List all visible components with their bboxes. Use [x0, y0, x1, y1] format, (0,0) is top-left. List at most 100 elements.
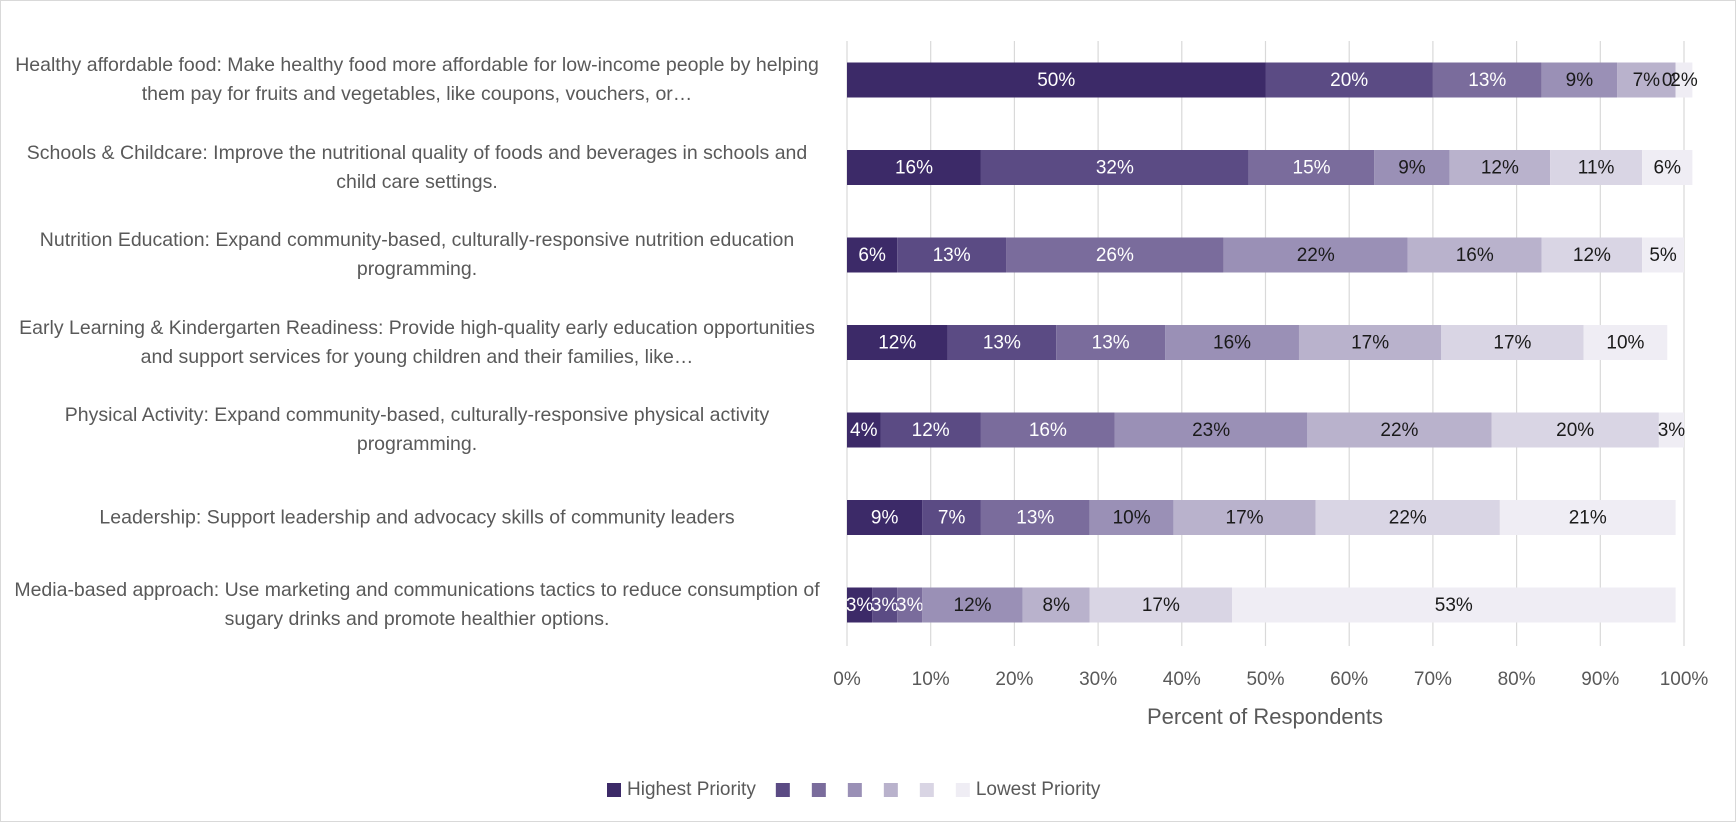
data-label: 16% — [1029, 420, 1067, 441]
bar-segment — [1165, 325, 1299, 360]
data-label: 6% — [1654, 158, 1682, 179]
data-label: 17% — [1493, 333, 1531, 354]
x-tick-label: 0% — [833, 669, 861, 690]
bar-segment — [1583, 325, 1668, 360]
bar-segment — [1441, 325, 1584, 360]
bar-segment — [847, 412, 881, 448]
data-label: 17% — [1351, 333, 1389, 354]
data-label: 16% — [895, 158, 933, 179]
bar-segment — [1658, 412, 1684, 448]
data-label: 13% — [1016, 508, 1054, 529]
legend-swatch — [955, 783, 970, 797]
category-label: Physical Activity: Expand community-base… — [64, 404, 770, 455]
data-label: 23% — [1192, 420, 1230, 441]
data-label: 12% — [1481, 158, 1519, 179]
x-tick-label: 100% — [1660, 669, 1709, 690]
data-label: 10% — [1606, 333, 1644, 354]
bar-segment — [1675, 62, 1693, 98]
bar-segment — [880, 412, 981, 448]
bar-segment — [1449, 150, 1551, 185]
data-label: 8% — [1043, 595, 1071, 616]
legend-swatch — [847, 783, 862, 797]
bar-segment — [1006, 237, 1224, 273]
x-tick-label: 20% — [995, 669, 1033, 690]
data-label: 9% — [1398, 158, 1426, 179]
data-label: 15% — [1293, 158, 1331, 179]
data-label: 13% — [933, 245, 971, 266]
x-tick-label: 90% — [1581, 669, 1619, 690]
bar-segment — [847, 500, 923, 535]
data-label: 13% — [1092, 333, 1130, 354]
data-label: 12% — [878, 333, 916, 354]
bar-segment — [897, 237, 1007, 273]
x-tick-label: 30% — [1079, 669, 1117, 690]
data-label: 13% — [1468, 70, 1506, 91]
bar-segment — [1307, 412, 1492, 448]
data-label: 21% — [1569, 508, 1607, 529]
data-label: 10% — [1113, 508, 1151, 529]
data-label: 12% — [912, 420, 950, 441]
bar-segment — [980, 412, 1115, 448]
bar-segment — [1550, 150, 1643, 185]
data-label: 22% — [1380, 420, 1418, 441]
bar-segment — [947, 325, 1057, 360]
data-label: 16% — [1456, 245, 1494, 266]
category-label: Nutrition Education: Expand community-ba… — [39, 229, 795, 280]
data-label: 20% — [1556, 420, 1594, 441]
data-label: 22% — [1389, 508, 1427, 529]
category-label: Healthy affordable food: Make healthy fo… — [15, 54, 819, 105]
bar-segment — [847, 237, 898, 273]
bar-segment — [1089, 500, 1174, 535]
bar-segment — [1265, 62, 1433, 98]
data-label: 16% — [1213, 333, 1251, 354]
bar-segment — [1114, 412, 1308, 448]
bar-segment — [1089, 587, 1233, 623]
data-label: 2% — [1670, 70, 1698, 91]
bar-segment — [1374, 150, 1450, 185]
data-label: 50% — [1037, 70, 1075, 91]
bar-segment — [1022, 587, 1090, 623]
bar-segment — [1232, 587, 1676, 623]
data-label: 6% — [858, 245, 886, 266]
bar-segment — [847, 62, 1266, 98]
bar-segment — [1541, 62, 1618, 98]
bar-segment — [922, 587, 1023, 623]
bar-segment — [1248, 150, 1375, 185]
bar-segment — [980, 500, 1090, 535]
data-label: 53% — [1435, 595, 1473, 616]
data-label: 5% — [1649, 245, 1677, 266]
data-label: 22% — [1297, 245, 1335, 266]
legend-swatch — [607, 783, 621, 797]
bar-segment — [1298, 325, 1442, 360]
x-tick-label: 80% — [1498, 669, 1536, 690]
bar-segment — [980, 150, 1249, 185]
data-label: 12% — [1573, 245, 1611, 266]
bar-segment — [1642, 150, 1693, 185]
data-label: 12% — [954, 595, 992, 616]
bar-segment — [1407, 237, 1542, 273]
legend-swatch — [811, 783, 826, 797]
x-tick-label: 10% — [912, 669, 950, 690]
bar-segment — [1642, 237, 1684, 273]
bar-segment — [847, 325, 948, 360]
legend-swatch — [883, 783, 898, 797]
x-axis-title: Percent of Respondents — [1147, 704, 1383, 729]
bar-segment — [1056, 325, 1166, 360]
legend-swatch — [775, 783, 790, 797]
category-label: Media-based approach: Use marketing and … — [14, 579, 820, 630]
data-label: 26% — [1096, 245, 1134, 266]
data-label: 17% — [1226, 508, 1264, 529]
bar-segment — [1223, 237, 1408, 273]
data-label: 13% — [983, 333, 1021, 354]
bar-segment — [872, 587, 898, 623]
category-label: Schools & Childcare: Improve the nutriti… — [26, 141, 808, 193]
data-label: 9% — [1566, 70, 1594, 91]
x-tick-label: 40% — [1163, 669, 1201, 690]
bar-segment — [897, 587, 923, 623]
data-label: 7% — [1633, 70, 1661, 91]
data-label: 7% — [938, 508, 966, 529]
data-label: 11% — [1578, 158, 1615, 179]
bar-segment — [1173, 500, 1316, 535]
